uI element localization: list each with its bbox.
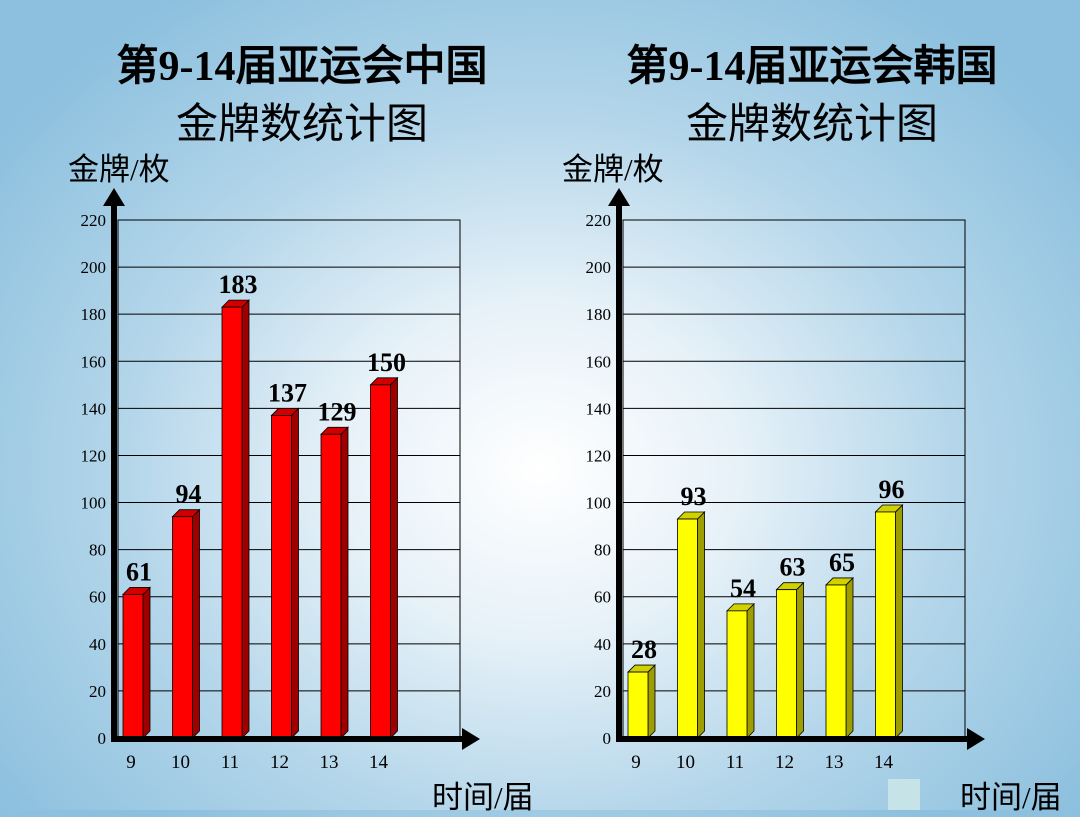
bar-china-10 bbox=[171, 508, 201, 739]
y-tick-label-korea: 20 bbox=[594, 682, 611, 701]
data-label-china-10: 94 bbox=[176, 480, 202, 509]
bar-china-11 bbox=[221, 299, 250, 739]
x-tick-label-china: 12 bbox=[270, 752, 289, 773]
x-axis-label-china: 时间/届 bbox=[432, 780, 534, 815]
x-tick-label-china: 13 bbox=[320, 752, 339, 773]
y-tick-label-korea: 40 bbox=[594, 635, 611, 654]
bar-china-12 bbox=[270, 407, 300, 739]
y-tick-label-china: 160 bbox=[81, 352, 107, 371]
y-axis-label-china: 金牌/枚 bbox=[68, 152, 170, 187]
y-tick-label-china: 0 bbox=[98, 729, 107, 748]
chart-title-china-line2: 金牌数统计图 bbox=[175, 102, 428, 148]
bar-china-13 bbox=[320, 426, 349, 739]
bar-korea-11 bbox=[726, 602, 755, 739]
y-tick-label-korea: 100 bbox=[586, 494, 612, 513]
legend-swatch bbox=[888, 779, 920, 810]
y-tick-label-korea: 220 bbox=[586, 211, 612, 230]
bar-korea-13 bbox=[825, 576, 854, 739]
x-tick-label-korea: 13 bbox=[825, 752, 844, 773]
data-label-china-13: 129 bbox=[318, 397, 357, 426]
y-axis-arrow-china bbox=[103, 188, 125, 206]
x-axis-arrow-korea bbox=[967, 728, 985, 750]
x-tick-label-china: 9 bbox=[126, 752, 136, 773]
data-label-korea-11: 54 bbox=[730, 574, 756, 603]
y-tick-label-korea: 0 bbox=[603, 729, 612, 748]
y-tick-label-china: 220 bbox=[81, 211, 107, 230]
x-axis-label-korea: 时间/届 bbox=[960, 780, 1062, 815]
data-label-korea-10: 93 bbox=[681, 482, 707, 511]
x-axis-arrow-china bbox=[462, 728, 480, 750]
chart-title-korea: 第9-14届亚运会韩国 金牌数统计图 bbox=[582, 38, 1042, 154]
chart-title-china-line1: 第9-14届亚运会中国 bbox=[116, 44, 488, 90]
bar-china-9 bbox=[122, 586, 151, 739]
bar-chart-china: 0 20 40 60 80 100 120 140 160 180 200 220 61 9 94 10 183… bbox=[81, 188, 480, 773]
y-tick-label-china: 200 bbox=[81, 258, 107, 277]
bar-korea-10 bbox=[676, 511, 706, 739]
y-tick-label-china: 180 bbox=[81, 305, 107, 324]
data-label-korea-13: 65 bbox=[829, 548, 855, 577]
y-tick-label-china: 80 bbox=[89, 541, 106, 560]
y-tick-label-korea: 120 bbox=[586, 446, 612, 465]
y-tick-label-korea: 60 bbox=[594, 588, 611, 607]
chart-title-korea-line1: 第9-14届亚运会韩国 bbox=[626, 44, 998, 90]
x-tick-label-korea: 9 bbox=[631, 752, 641, 773]
x-tick-label-korea: 14 bbox=[874, 752, 894, 773]
y-tick-label-china: 40 bbox=[89, 635, 106, 654]
y-tick-label-china: 60 bbox=[89, 588, 106, 607]
x-tick-label-china: 14 bbox=[369, 752, 389, 773]
y-axis-label-korea: 金牌/枚 bbox=[562, 152, 664, 187]
data-label-korea-12: 63 bbox=[780, 553, 806, 582]
data-label-china-11: 183 bbox=[219, 270, 258, 299]
data-label-china-14: 150 bbox=[367, 348, 406, 377]
y-tick-label-china: 100 bbox=[81, 494, 107, 513]
y-tick-label-china: 120 bbox=[81, 446, 107, 465]
bar-china-14 bbox=[369, 376, 399, 739]
data-label-korea-9: 28 bbox=[631, 635, 657, 664]
x-tick-label-china: 10 bbox=[171, 752, 190, 773]
bar-korea-9 bbox=[627, 664, 656, 739]
y-tick-label-china: 140 bbox=[81, 399, 107, 418]
chart-title-china: 第9-14届亚运会中国 金牌数统计图 bbox=[72, 38, 532, 154]
x-tick-label-korea: 10 bbox=[676, 752, 695, 773]
data-label-china-9: 61 bbox=[126, 557, 152, 586]
y-tick-label-korea: 160 bbox=[586, 352, 612, 371]
data-label-korea-14: 96 bbox=[879, 475, 905, 504]
x-tick-label-korea: 12 bbox=[775, 752, 794, 773]
y-tick-label-korea: 140 bbox=[586, 399, 612, 418]
bar-korea-14 bbox=[874, 503, 904, 739]
y-tick-label-korea: 80 bbox=[594, 541, 611, 560]
data-label-china-12: 137 bbox=[268, 378, 307, 407]
y-tick-label-china: 20 bbox=[89, 682, 106, 701]
bar-chart-korea: 0 20 40 60 80 100 120 140 160 180 200 220 28 9 93 10 54 1… bbox=[586, 188, 985, 773]
chart-title-korea-line2: 金牌数统计图 bbox=[685, 102, 938, 148]
y-tick-label-korea: 180 bbox=[586, 305, 612, 324]
y-tick-label-korea: 200 bbox=[586, 258, 612, 277]
y-axis-arrow-korea bbox=[608, 188, 630, 206]
x-tick-label-korea: 11 bbox=[726, 752, 744, 773]
x-tick-label-china: 11 bbox=[221, 752, 239, 773]
bar-korea-12 bbox=[775, 581, 805, 739]
